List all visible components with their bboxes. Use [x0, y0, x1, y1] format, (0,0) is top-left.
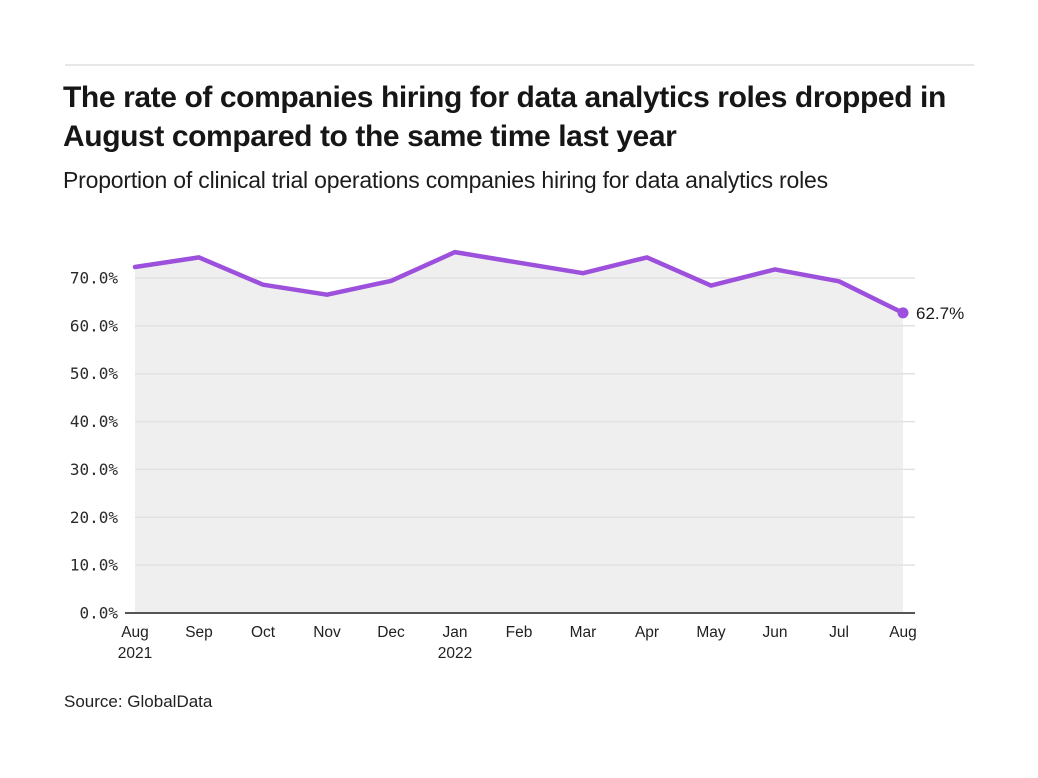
chart-title: The rate of companies hiring for data an…: [63, 81, 946, 153]
x-tick-label: Feb: [506, 624, 533, 641]
chart-subtitle: Proportion of clinical trial operations …: [63, 167, 828, 193]
x-tick-label: Oct: [251, 624, 276, 641]
y-tick-label: 10.0%: [70, 556, 119, 575]
area-fill: [135, 252, 903, 613]
x-tick-label: Sep: [185, 624, 213, 641]
x-tick-label: Jun: [763, 624, 788, 641]
trend-line: [132, 249, 906, 316]
y-tick-label: 70.0%: [70, 269, 119, 288]
x-tick-label: Jan: [443, 624, 468, 641]
y-tick-label: 0.0%: [79, 604, 118, 623]
x-tick-label: May: [696, 624, 726, 641]
x-tick-label: Nov: [313, 624, 341, 641]
x-tick-label: Apr: [635, 624, 659, 641]
y-tick-label: 60.0%: [70, 316, 119, 335]
end-value-label: 62.7%: [916, 304, 964, 323]
x-tick-label: Aug: [121, 624, 149, 641]
x-tick-label: Jul: [829, 624, 849, 641]
x-tick-year-label: 2022: [438, 645, 472, 662]
x-tick-label: Aug: [889, 624, 917, 641]
top-divider: [65, 64, 974, 66]
x-tick-label: Mar: [570, 624, 597, 641]
end-point-dot: [897, 307, 909, 319]
x-tick-label: Dec: [377, 624, 405, 641]
line-chart: 0.0% 10.0% 20.0% 30.0% 40.0% 50.0% 60.0% 70.0% A…: [70, 249, 964, 662]
y-tick-label: 50.0%: [70, 364, 119, 383]
x-tick-year-label: 2021: [118, 645, 152, 662]
source-attribution: Source: GlobalData: [64, 692, 213, 711]
y-tick-label: 20.0%: [70, 508, 119, 527]
y-tick-label: 30.0%: [70, 460, 119, 479]
y-tick-label: 40.0%: [70, 412, 119, 431]
